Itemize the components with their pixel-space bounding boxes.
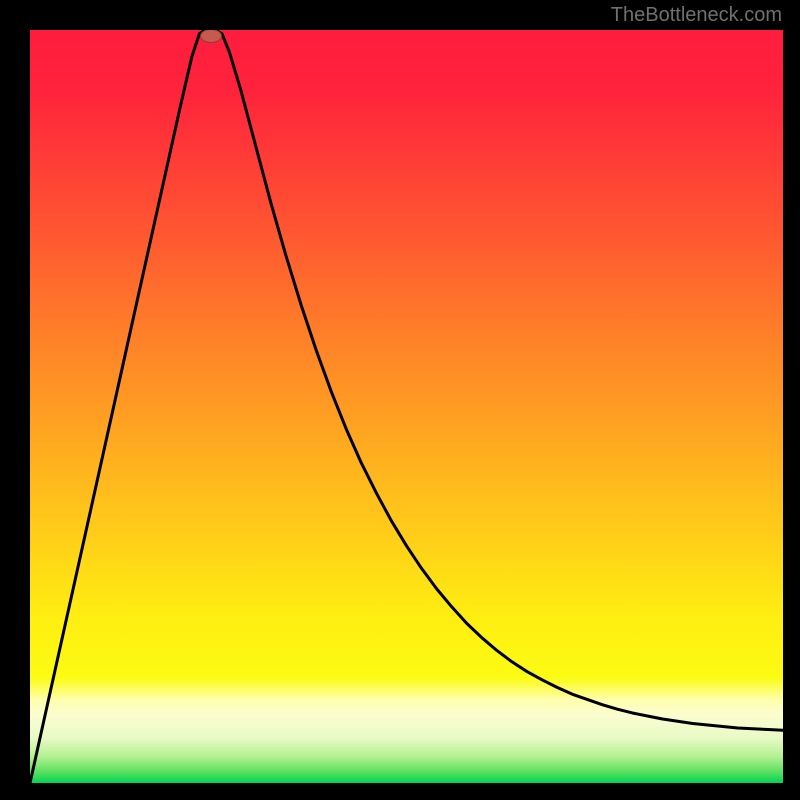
plot-area: [30, 30, 783, 783]
curve-layer: [30, 30, 783, 783]
bottleneck-curve: [30, 30, 783, 783]
attribution-text: TheBottleneck.com: [611, 4, 782, 27]
